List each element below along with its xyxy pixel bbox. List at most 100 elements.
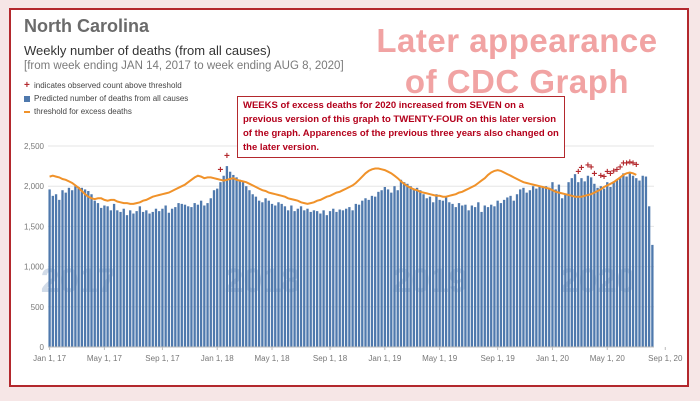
bar xyxy=(280,203,283,347)
bar xyxy=(206,203,209,347)
bar xyxy=(103,205,106,347)
bar xyxy=(612,181,615,347)
bar xyxy=(170,208,174,347)
bar xyxy=(641,175,644,347)
excess-marker: + xyxy=(604,167,610,178)
excess-marker: + xyxy=(611,166,617,177)
excess-marker: + xyxy=(659,10,665,13)
bar xyxy=(496,200,499,347)
bar xyxy=(90,194,93,347)
bar xyxy=(586,175,590,347)
bar xyxy=(74,186,77,347)
bar xyxy=(651,244,654,347)
excess-marker: + xyxy=(637,10,643,13)
bar xyxy=(235,177,238,347)
excess-marker: + xyxy=(591,169,597,180)
bar xyxy=(245,186,248,347)
bar xyxy=(209,198,212,347)
bar xyxy=(580,178,583,347)
bar xyxy=(473,207,477,347)
bar xyxy=(525,192,528,347)
threshold-line xyxy=(49,167,637,205)
bar xyxy=(383,187,387,347)
bar xyxy=(299,206,303,347)
legend: + indicates observed count above thresho… xyxy=(24,79,188,118)
banner-line-2: of CDC Graph xyxy=(404,63,630,100)
bar xyxy=(154,208,158,347)
date-range: [from week ending JAN 14, 2017 to week e… xyxy=(24,60,344,72)
bar xyxy=(312,210,316,347)
bar xyxy=(432,202,435,347)
excess-marker: + xyxy=(624,158,630,169)
x-tick-label: Sep 1, 19 xyxy=(481,354,516,363)
x-tick-label: Jan 1, 17 xyxy=(33,354,66,363)
bar xyxy=(577,182,580,347)
deaths-chart: 05001,0001,5002,0002,5002017201820192020… xyxy=(24,10,683,363)
bar xyxy=(425,198,428,347)
bar xyxy=(261,202,264,347)
bar xyxy=(322,210,325,347)
bar xyxy=(135,211,138,347)
bar xyxy=(96,203,100,347)
excess-marker: + xyxy=(662,10,668,13)
bar xyxy=(187,206,190,347)
line-swatch-icon xyxy=(24,110,30,113)
bar xyxy=(480,211,483,347)
bar xyxy=(557,184,561,347)
y-tick-label: 1,000 xyxy=(24,263,45,272)
bar xyxy=(412,189,416,347)
bar xyxy=(554,189,557,347)
bar xyxy=(254,196,258,347)
bar xyxy=(138,206,142,347)
excess-marker: + xyxy=(579,163,585,174)
bar xyxy=(399,179,403,347)
bar xyxy=(596,187,599,347)
excess-marker: + xyxy=(585,161,591,172)
excess-marker: + xyxy=(656,10,662,13)
bar xyxy=(303,210,306,347)
excess-marker: + xyxy=(640,10,646,13)
bar xyxy=(332,208,335,347)
y-tick-label: 2,000 xyxy=(24,182,45,191)
y-tick-label: 2,500 xyxy=(24,142,45,151)
bar xyxy=(393,186,396,347)
x-tick-label: May 1, 17 xyxy=(87,354,123,363)
bar xyxy=(64,192,67,347)
excess-marker: + xyxy=(653,10,659,13)
bar xyxy=(364,198,367,347)
cross-marker-icon: + xyxy=(24,80,30,91)
bar xyxy=(438,199,441,347)
bar xyxy=(277,202,280,347)
bar xyxy=(183,204,187,347)
excess-marker: + xyxy=(630,158,636,169)
bar xyxy=(87,191,90,347)
bar xyxy=(419,190,422,347)
bar xyxy=(58,199,61,347)
bar xyxy=(116,210,119,347)
y-tick-label: 500 xyxy=(31,303,45,312)
bar xyxy=(193,203,196,347)
bar xyxy=(106,206,109,347)
bar xyxy=(367,199,370,347)
excess-marker: + xyxy=(224,151,230,162)
bar xyxy=(228,171,232,347)
excess-marker: + xyxy=(575,167,581,178)
bar xyxy=(564,194,567,347)
bar xyxy=(448,202,451,347)
bar xyxy=(628,172,631,347)
bar xyxy=(361,200,364,347)
bar xyxy=(461,205,464,347)
bar xyxy=(67,187,71,347)
bar xyxy=(531,186,535,347)
bar xyxy=(274,205,277,347)
bar xyxy=(232,174,235,347)
bar xyxy=(286,210,290,347)
bar xyxy=(164,205,167,347)
bar xyxy=(309,211,312,347)
legend-item-observed: + indicates observed count above thresho… xyxy=(24,79,188,92)
bar xyxy=(306,208,309,347)
excess-marker: + xyxy=(218,165,224,176)
x-tick-label: Jan 1, 18 xyxy=(201,354,234,363)
bar xyxy=(415,187,419,347)
bar xyxy=(61,190,64,347)
